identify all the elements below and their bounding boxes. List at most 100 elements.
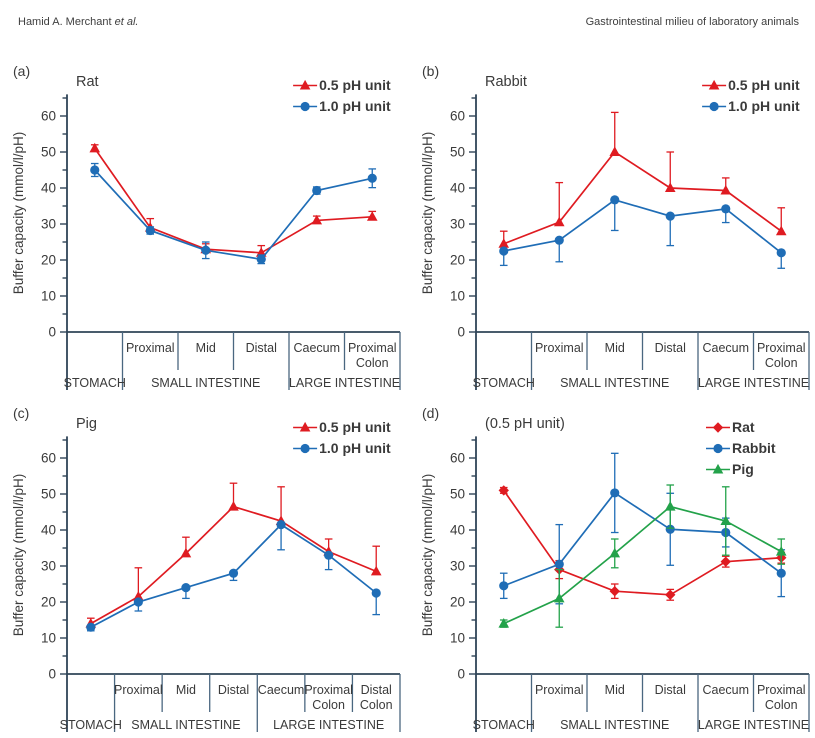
- chart-title: (0.5 pH unit): [485, 416, 565, 432]
- y-tick-label: 10: [41, 289, 56, 304]
- x-category-label: Proximal: [535, 683, 584, 697]
- series-0-5-ph-unit: [89, 142, 378, 257]
- x-category-label: Colon: [356, 356, 389, 370]
- y-axis-label: Buffer capacity (mmol/l/pH): [420, 474, 435, 637]
- legend-label: 1.0 pH unit: [728, 98, 800, 114]
- y-tick-label: 30: [450, 559, 465, 574]
- legend-label: Rabbit: [732, 440, 776, 456]
- legend-label: 1.0 pH unit: [319, 440, 391, 456]
- legend: 0.5 pH unit 1.0 pH unit: [293, 77, 391, 114]
- y-tick-label: 10: [41, 631, 56, 646]
- panel-label: (a): [13, 63, 30, 79]
- species-comparison-chart: 0 10 20 30 40 50 60 Proximal Mid Distal Caecum Prox…: [420, 405, 810, 732]
- gi-region-label: LARGE INTESTINE: [698, 718, 809, 732]
- legend-item-0-5-ph-unit: 0.5 pH unit: [293, 419, 391, 435]
- legend: 0.5 pH unit 1.0 pH unit: [293, 419, 391, 456]
- legend-label: 1.0 pH unit: [319, 98, 391, 114]
- series-pig: [498, 484, 787, 628]
- legend-item-1-0-ph-unit: 1.0 pH unit: [702, 98, 800, 114]
- x-category-label: Colon: [765, 698, 798, 712]
- x-category-label: Proximal: [114, 683, 163, 697]
- y-tick-label: 50: [41, 487, 56, 502]
- y-tick-label: 40: [41, 523, 56, 538]
- y-tick-label: 0: [48, 325, 56, 340]
- x-category-label: Distal: [361, 683, 392, 697]
- y-tick-label: 10: [450, 289, 465, 304]
- chart-panel-c: 0 10 20 30 40 50 60 Proximal Mid Distal Caecum Prox…: [10, 398, 407, 735]
- y-tick-label: 40: [41, 181, 56, 196]
- legend-item-0-5-ph-unit: 0.5 pH unit: [293, 77, 391, 93]
- gi-region-label: STOMACH: [60, 718, 122, 732]
- gi-region-label: LARGE INTESTINE: [289, 376, 400, 390]
- x-category-label: Proximal: [757, 683, 806, 697]
- panel-label: (c): [13, 405, 29, 421]
- series-1-0-ph-unit: [499, 195, 786, 269]
- author-text: Hamid A. Merchant: [18, 16, 115, 28]
- x-category-label: Distal: [655, 341, 686, 355]
- y-tick-label: 30: [450, 217, 465, 232]
- series-1-0-ph-unit: [90, 162, 377, 265]
- page-header: Hamid A. Merchant et al. Gastrointestina…: [18, 16, 799, 28]
- series-rat: [498, 485, 787, 601]
- running-head-author: Hamid A. Merchant et al.: [18, 16, 138, 28]
- y-tick-label: 30: [41, 217, 56, 232]
- gi-region-label: STOMACH: [473, 718, 535, 732]
- chart-title: Rabbit: [485, 74, 527, 90]
- y-tick-label: 60: [450, 451, 465, 466]
- legend-item-pig: Pig: [706, 461, 754, 477]
- y-axis-label: Buffer capacity (mmol/l/pH): [420, 132, 435, 295]
- rat-buffer-capacity-chart: 0 10 20 30 40 50 60 Proximal Mid Distal Caecum Prox…: [11, 63, 401, 390]
- panel-label: (b): [422, 63, 439, 79]
- gi-region-label: LARGE INTESTINE: [273, 718, 384, 732]
- legend-item-rat: Rat: [706, 419, 755, 435]
- y-tick-label: 10: [450, 631, 465, 646]
- y-tick-label: 0: [48, 667, 56, 682]
- x-category-label: Caecum: [293, 341, 340, 355]
- x-category-label: Distal: [655, 683, 686, 697]
- gi-region-label: STOMACH: [64, 376, 126, 390]
- y-tick-label: 20: [41, 253, 56, 268]
- y-tick-label: 50: [41, 145, 56, 160]
- y-tick-label: 30: [41, 559, 56, 574]
- gi-region-label: SMALL INTESTINE: [560, 718, 669, 732]
- y-tick-label: 60: [41, 109, 56, 124]
- x-category-label: Distal: [246, 341, 277, 355]
- x-category-label: Proximal: [348, 341, 397, 355]
- x-category-label: Caecum: [258, 683, 305, 697]
- y-tick-label: 50: [450, 487, 465, 502]
- series-1-0-ph-unit: [86, 520, 381, 632]
- legend-item-rabbit: Rabbit: [706, 440, 776, 456]
- y-tick-label: 50: [450, 145, 465, 160]
- author-etal: et al.: [114, 16, 139, 28]
- y-tick-label: 0: [457, 325, 465, 340]
- series-rabbit: [499, 452, 786, 605]
- legend-item-1-0-ph-unit: 1.0 pH unit: [293, 98, 391, 114]
- y-tick-label: 20: [41, 595, 56, 610]
- x-category-label: Distal: [218, 683, 249, 697]
- rabbit-buffer-capacity-chart: 0 10 20 30 40 50 60 Proximal Mid Distal Caecum Prox…: [420, 63, 810, 390]
- legend-label: Rat: [732, 419, 755, 435]
- gi-region-label: LARGE INTESTINE: [698, 376, 809, 390]
- x-category-label: Proximal: [126, 341, 175, 355]
- series-0-5-ph-unit: [498, 111, 787, 248]
- chart-panel-b: 0 10 20 30 40 50 60 Proximal Mid Distal Caecum Prox…: [419, 56, 815, 393]
- y-tick-label: 40: [450, 181, 465, 196]
- panel-label: (d): [422, 405, 439, 421]
- legend-label: Pig: [732, 461, 754, 477]
- y-tick-label: 40: [450, 523, 465, 538]
- y-tick-label: 20: [450, 595, 465, 610]
- gi-region-label: SMALL INTESTINE: [131, 718, 240, 732]
- x-category-label: Colon: [765, 356, 798, 370]
- chart-panel-a: 0 10 20 30 40 50 60 Proximal Mid Distal Caecum Prox…: [10, 56, 407, 393]
- x-category-label: Mid: [176, 683, 196, 697]
- x-category-label: Caecum: [702, 341, 749, 355]
- y-tick-label: 60: [41, 451, 56, 466]
- running-head-title: Gastrointestinal milieu of laboratory an…: [585, 16, 799, 28]
- chart-title: Pig: [76, 416, 97, 432]
- y-axis-label: Buffer capacity (mmol/l/pH): [11, 474, 26, 637]
- gi-region-label: SMALL INTESTINE: [151, 376, 260, 390]
